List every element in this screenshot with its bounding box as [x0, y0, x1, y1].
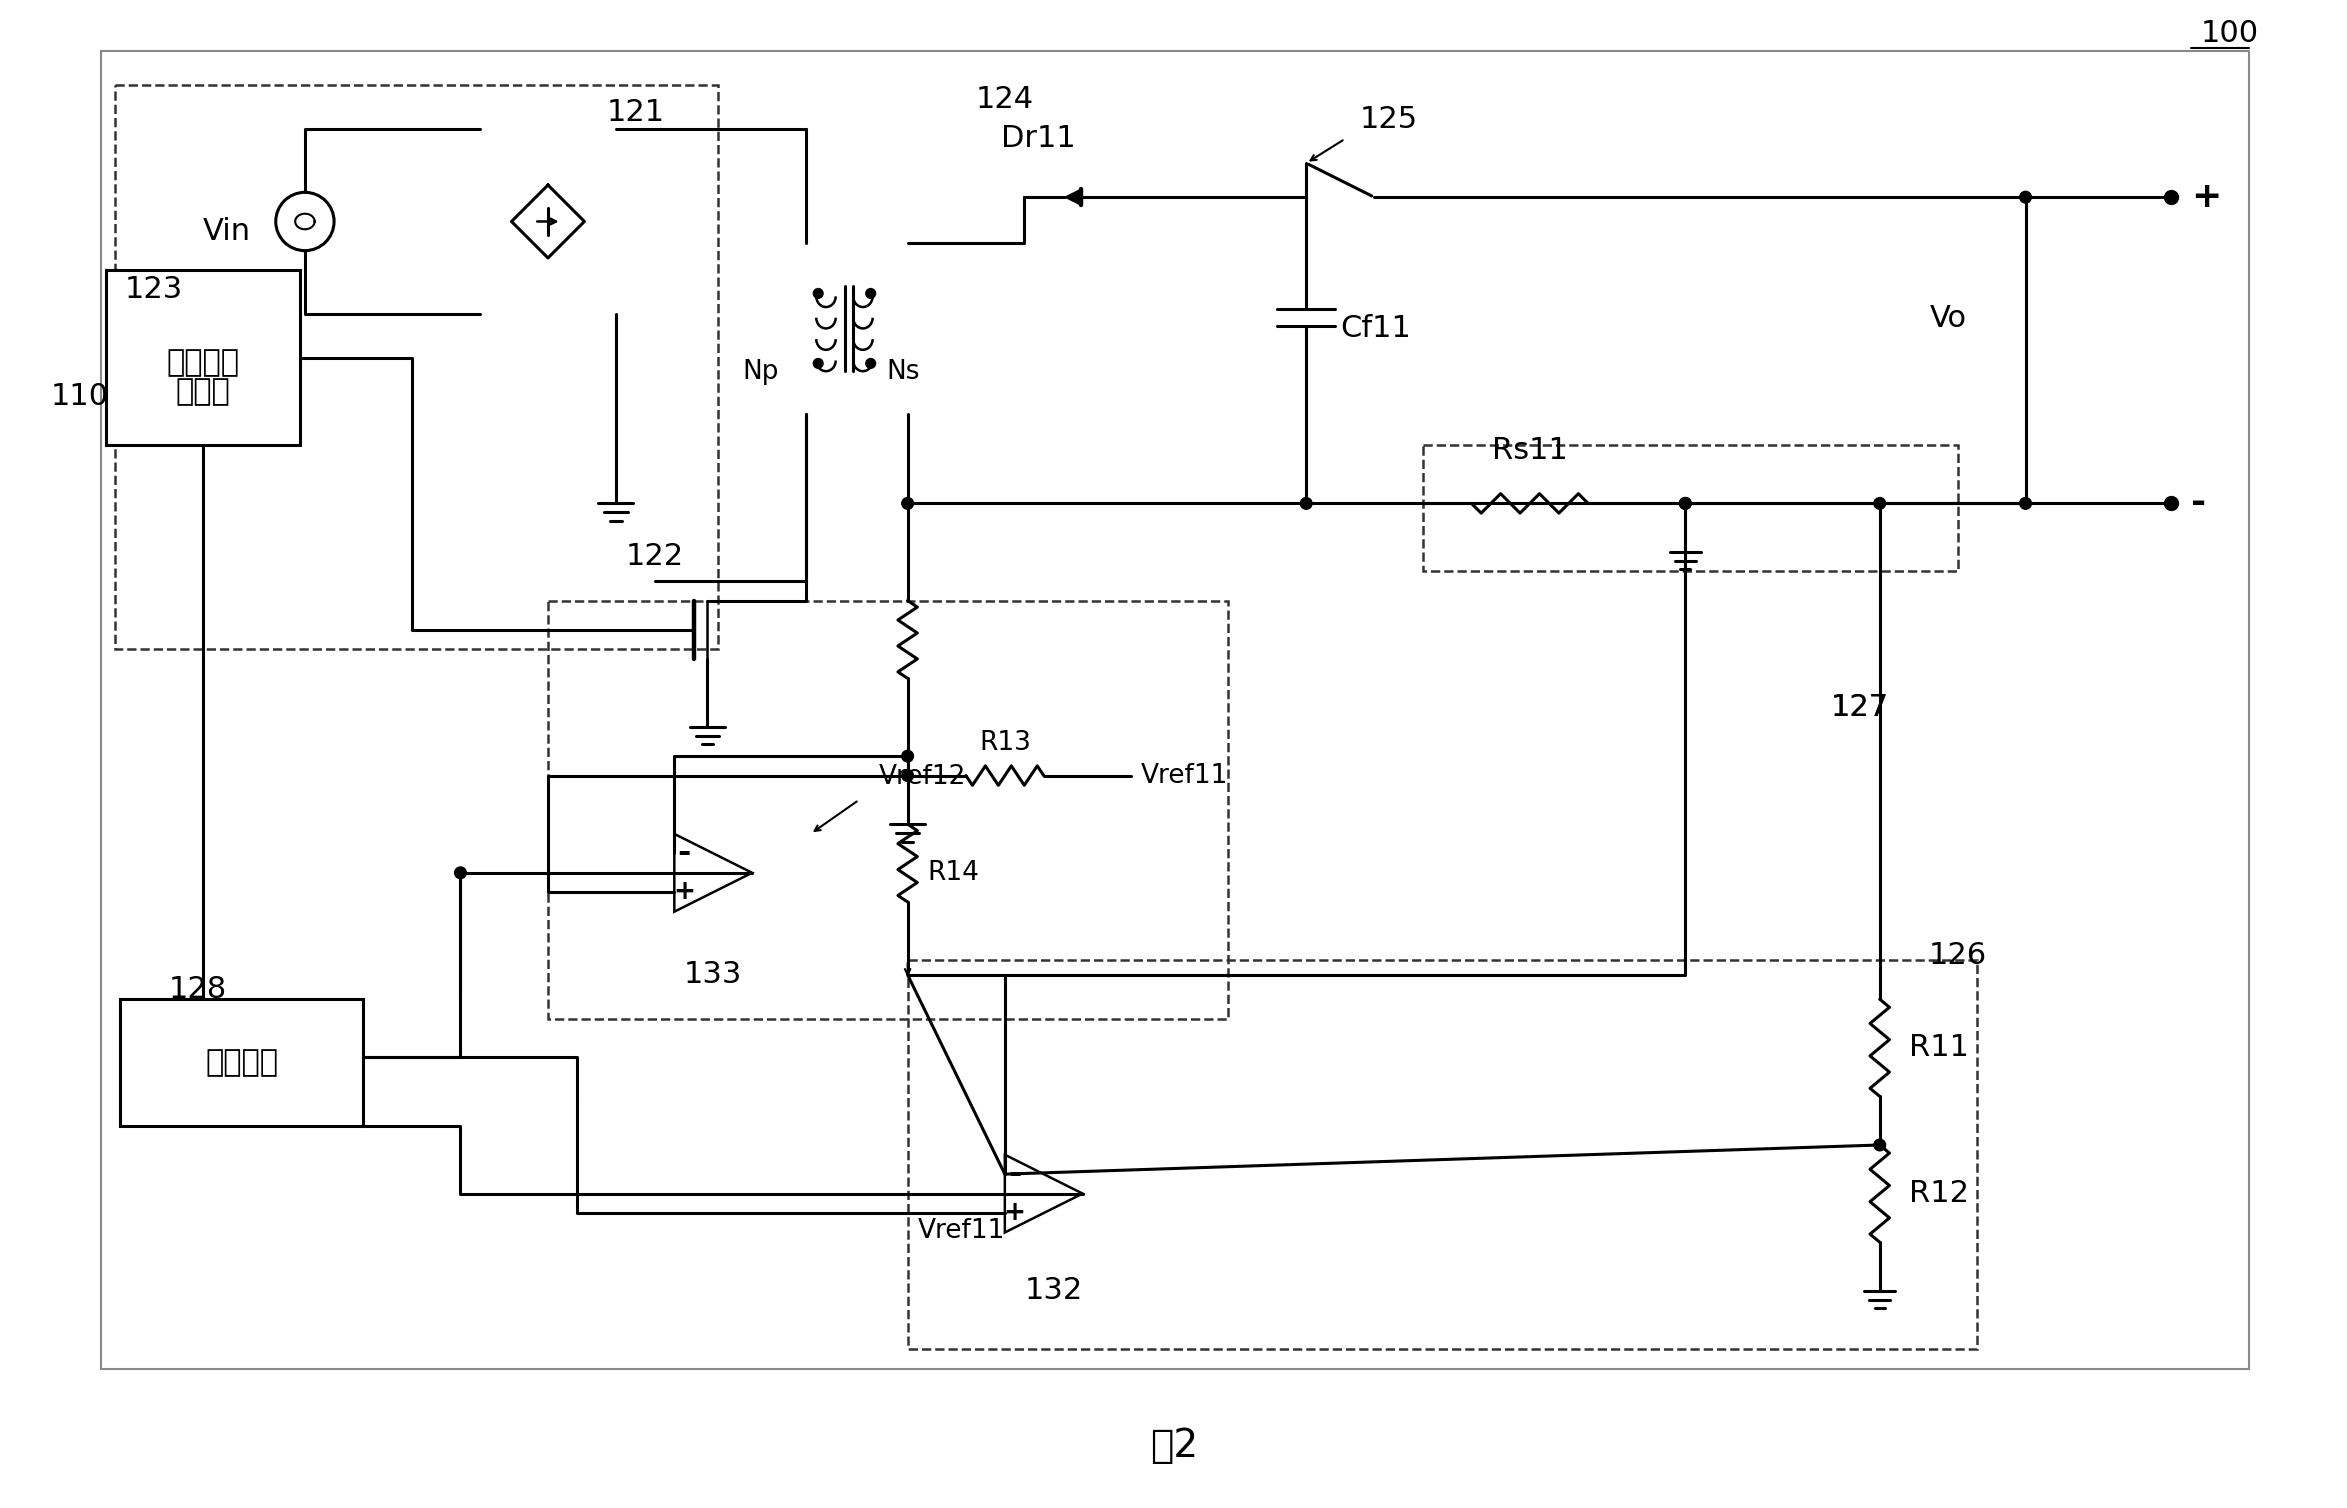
Circle shape	[814, 288, 824, 299]
Text: Vref11: Vref11	[918, 1218, 1005, 1244]
Text: 100: 100	[2201, 20, 2258, 48]
Text: 123: 123	[124, 274, 183, 305]
Text: +: +	[1005, 1200, 1026, 1226]
Polygon shape	[1005, 1155, 1082, 1232]
Text: 121: 121	[606, 98, 664, 127]
Text: 133: 133	[683, 961, 742, 989]
Circle shape	[814, 359, 824, 368]
FancyBboxPatch shape	[120, 1000, 364, 1125]
Text: 光耦合器: 光耦合器	[204, 1048, 279, 1077]
Circle shape	[1873, 1139, 1885, 1151]
Text: 开关切换: 开关切换	[167, 348, 239, 377]
Polygon shape	[1066, 190, 1080, 205]
Circle shape	[2021, 498, 2033, 510]
Text: R13: R13	[979, 730, 1030, 756]
Text: Vin: Vin	[204, 217, 251, 246]
Polygon shape	[674, 834, 751, 912]
Circle shape	[866, 288, 875, 299]
Text: +: +	[674, 879, 695, 905]
Circle shape	[1300, 498, 1312, 510]
Text: 控制器: 控制器	[176, 377, 230, 406]
Text: +: +	[2190, 179, 2220, 214]
Text: Dr11: Dr11	[1002, 125, 1077, 154]
Text: Rs11: Rs11	[1493, 436, 1568, 464]
Circle shape	[901, 498, 913, 510]
Text: 127: 127	[1831, 694, 1889, 722]
Text: 132: 132	[1023, 1276, 1082, 1306]
Text: R11: R11	[1908, 1033, 1969, 1062]
Text: Np: Np	[742, 359, 779, 385]
Text: 图2: 图2	[1150, 1428, 1197, 1466]
Text: -: -	[2190, 487, 2206, 520]
Text: Vo: Vo	[1929, 305, 1967, 333]
Text: -: -	[678, 838, 690, 869]
Circle shape	[901, 751, 913, 762]
Text: 128: 128	[169, 976, 228, 1004]
Circle shape	[901, 769, 913, 781]
Text: 124: 124	[976, 86, 1035, 115]
Text: Vref12: Vref12	[878, 765, 967, 790]
Text: 127: 127	[1831, 694, 1889, 722]
Text: 126: 126	[1929, 941, 1986, 970]
Circle shape	[455, 867, 467, 879]
Text: 122: 122	[627, 543, 683, 572]
Circle shape	[1680, 498, 1692, 510]
Text: 125: 125	[1359, 106, 1418, 134]
Circle shape	[1680, 498, 1692, 510]
Text: R12: R12	[1908, 1179, 1969, 1208]
Circle shape	[2021, 192, 2033, 204]
FancyBboxPatch shape	[106, 270, 300, 445]
Text: Vref11: Vref11	[1141, 763, 1227, 789]
Circle shape	[866, 359, 875, 368]
Text: 110: 110	[49, 382, 108, 412]
Circle shape	[1873, 498, 1885, 510]
Text: -: -	[1007, 1158, 1021, 1190]
Text: R14: R14	[927, 860, 979, 885]
Text: Ns: Ns	[887, 359, 920, 385]
Text: Cf11: Cf11	[1340, 314, 1411, 342]
